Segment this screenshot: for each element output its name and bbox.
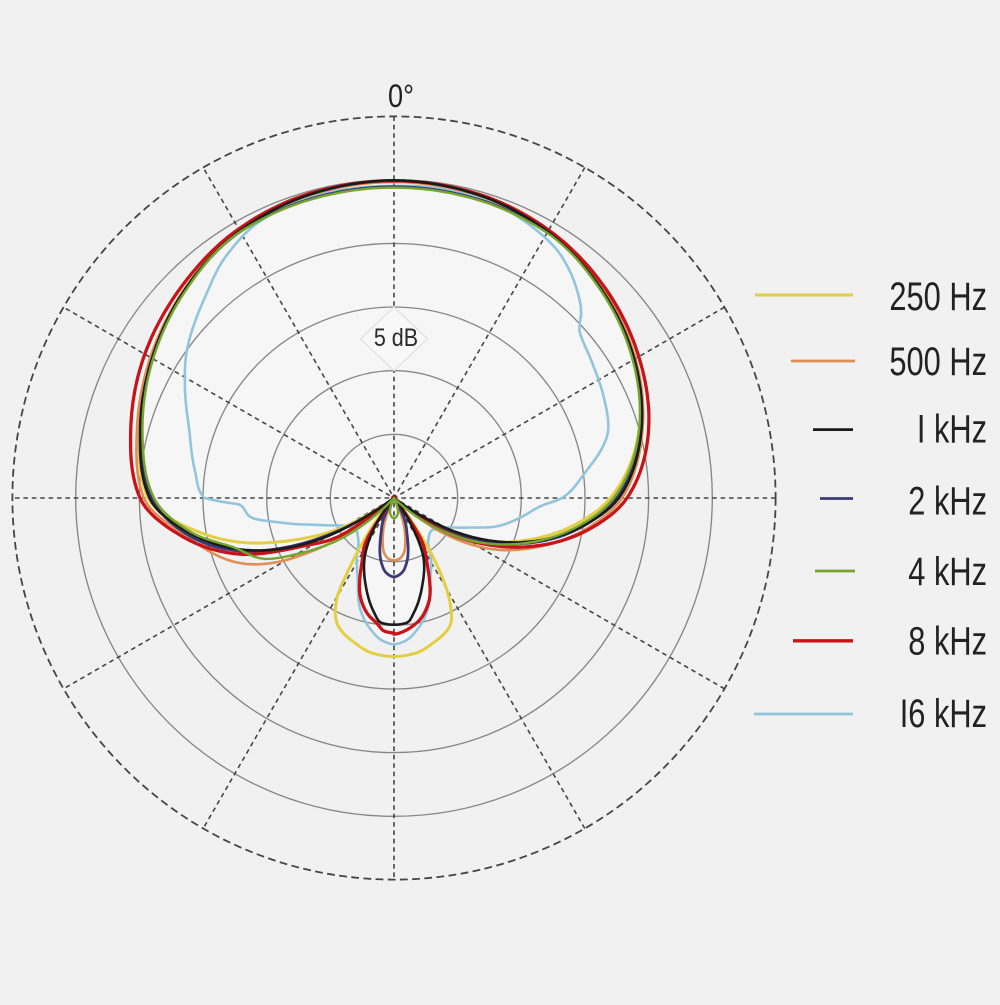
svg-text:4 kHz: 4 kHz bbox=[908, 549, 987, 594]
svg-text:I kHz: I kHz bbox=[917, 406, 987, 451]
svg-text:8 kHz: 8 kHz bbox=[908, 619, 987, 664]
svg-text:250 Hz: 250 Hz bbox=[889, 274, 987, 319]
svg-text:0°: 0° bbox=[388, 79, 414, 115]
svg-text:2 kHz: 2 kHz bbox=[908, 478, 987, 523]
svg-text:I6 kHz: I6 kHz bbox=[900, 691, 987, 736]
svg-text:5 dB: 5 dB bbox=[374, 323, 418, 351]
svg-text:500 Hz: 500 Hz bbox=[889, 339, 987, 384]
